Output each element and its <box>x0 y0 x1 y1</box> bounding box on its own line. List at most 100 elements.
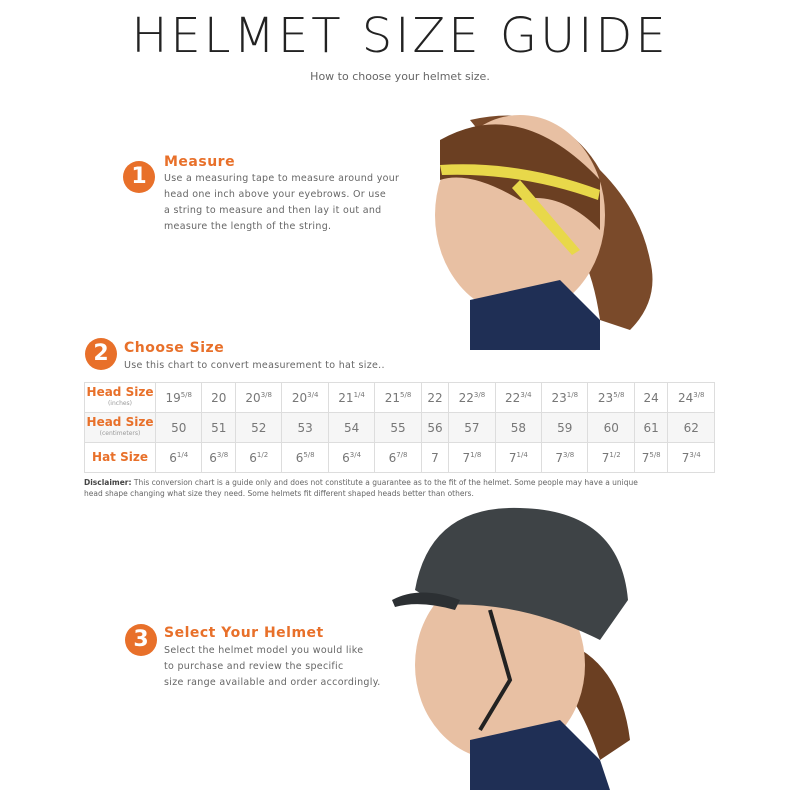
cell-whole: 7 <box>641 450 650 465</box>
disclaimer-text: This conversion chart is a guide only an… <box>133 478 638 487</box>
title: HELMET SIZE GUIDE <box>131 8 669 64</box>
cell-fraction: 1/4 <box>516 450 528 459</box>
table-cell: 56 <box>420 412 450 443</box>
table-cell: 61/4 <box>154 442 203 473</box>
table-cell: 62 <box>667 412 715 443</box>
cell-whole: 20 <box>291 390 308 405</box>
table-cell: 73/4 <box>667 442 715 473</box>
cell-fraction: 3/8 <box>562 450 575 459</box>
table-cell: 203/4 <box>281 382 329 413</box>
table-cell: 61/2 <box>234 442 283 473</box>
table-row: Hat Size 61/4 63/8 61/2 65/8 63/4 67/8 7 71/8 71/… <box>84 442 715 473</box>
table-cell: 223/4 <box>494 382 543 413</box>
row-sublabel: (centimeters) <box>99 429 141 437</box>
cell-fraction: 3/8 <box>216 450 229 459</box>
table-cell: 51 <box>201 412 236 443</box>
row-label-text: Hat Size <box>92 450 148 464</box>
table-cell: 63/4 <box>327 442 376 473</box>
step-title: Select Your Helmet <box>164 625 324 641</box>
table-cell: 243/8 <box>667 382 715 413</box>
size-table: Head Size (inches) 195/8 20 203/8 203/4 211/4 2… <box>84 382 715 473</box>
cell-fraction: 5/8 <box>400 390 412 399</box>
table-cell: 231/8 <box>541 382 589 413</box>
cell-fraction: 3/4 <box>520 390 532 399</box>
cell-value: 58 <box>510 420 526 435</box>
table-cell: 71/2 <box>587 442 635 473</box>
step-number: 2 <box>85 338 117 370</box>
table-row: Head Size (inches) 195/8 20 203/8 203/4 211/4 2… <box>84 382 715 413</box>
cell-value: 20 <box>211 390 227 405</box>
table-cell: 71/4 <box>494 442 543 473</box>
disclaimer-label: Disclaimer: <box>84 478 132 487</box>
cell-value: 7 <box>431 450 439 465</box>
cell-fraction: 1/8 <box>470 450 482 459</box>
step-text: to purchase and review the specific <box>164 661 344 672</box>
table-cell: 60 <box>587 412 635 443</box>
head-measure <box>435 115 653 350</box>
step-text: a string to measure and then lay it out … <box>164 205 382 216</box>
table-cell: 7 <box>420 442 450 473</box>
cell-fraction: 1/2 <box>609 450 621 459</box>
cell-whole: 6 <box>295 450 304 465</box>
table-cell: 20 <box>201 382 236 413</box>
cell-whole: 6 <box>169 450 177 465</box>
cell-value: 54 <box>343 420 360 435</box>
row-label: Head Size (inches) <box>84 382 156 413</box>
table-cell: 59 <box>541 412 589 443</box>
table-cell: 215/8 <box>374 382 422 413</box>
row-label: Hat Size <box>84 442 156 473</box>
cell-value: 60 <box>603 420 619 435</box>
cell-fraction: 3/4 <box>349 450 362 459</box>
cell-value: 50 <box>171 420 187 435</box>
table-cell: 67/8 <box>374 442 422 473</box>
table-cell: 211/4 <box>327 382 376 413</box>
cell-fraction: 5/8 <box>303 450 315 459</box>
cell-whole: 7 <box>601 450 610 465</box>
subtitle: How to choose your helmet size. <box>310 70 490 83</box>
cell-fraction: 3/4 <box>307 390 319 399</box>
table-cell: 24 <box>633 382 669 413</box>
disclaimer-text: head shape changing what size they need.… <box>84 489 474 498</box>
cell-whole: 22 <box>458 390 474 405</box>
table-cell: 75/8 <box>633 442 669 473</box>
cell-value: 59 <box>557 420 573 435</box>
cell-value: 24 <box>643 390 659 405</box>
cell-whole: 7 <box>681 450 690 465</box>
cell-fraction: 3/8 <box>693 390 705 399</box>
table-cell: 22 <box>420 382 450 413</box>
step-text: Select the helmet model you would like <box>164 645 364 656</box>
table-cell: 55 <box>374 412 422 443</box>
row-label: Head Size (centimeters) <box>84 412 156 443</box>
cell-whole: 20 <box>245 390 261 405</box>
cell-whole: 6 <box>209 450 217 465</box>
step-title: Measure <box>164 154 236 170</box>
cell-value: 56 <box>427 420 443 435</box>
step-text: head one inch above your eyebrows. Or us… <box>164 189 387 200</box>
step-text: Use this chart to convert measurement to… <box>124 360 385 371</box>
step-number: 1 <box>123 161 155 193</box>
table-cell: 203/8 <box>234 382 283 413</box>
cell-fraction: 5/8 <box>613 390 625 399</box>
cell-whole: 6 <box>249 450 257 465</box>
step-text: Use a measuring tape to measure around y… <box>164 173 400 184</box>
cell-fraction: 7/8 <box>396 450 408 459</box>
cell-value: 61 <box>643 420 659 435</box>
cell-value: 51 <box>211 420 227 435</box>
step-title: Choose Size <box>124 340 225 356</box>
cell-fraction: 3/8 <box>260 390 272 399</box>
table-cell: 71/8 <box>448 442 496 473</box>
table-cell: 53 <box>281 412 329 443</box>
cell-whole: 6 <box>388 450 397 465</box>
table-cell: 61 <box>633 412 669 443</box>
table-cell: 235/8 <box>587 382 635 413</box>
cell-fraction: 5/8 <box>649 450 661 459</box>
cell-whole: 6 <box>342 450 350 465</box>
cell-whole: 7 <box>555 450 563 465</box>
table-cell: 54 <box>327 412 376 443</box>
table-cell: 52 <box>234 412 283 443</box>
table-cell: 195/8 <box>154 382 203 413</box>
disclaimer: Disclaimer: This conversion chart is a g… <box>84 477 724 499</box>
cell-value: 57 <box>464 420 480 435</box>
row-label-text: Head Size <box>86 414 154 429</box>
